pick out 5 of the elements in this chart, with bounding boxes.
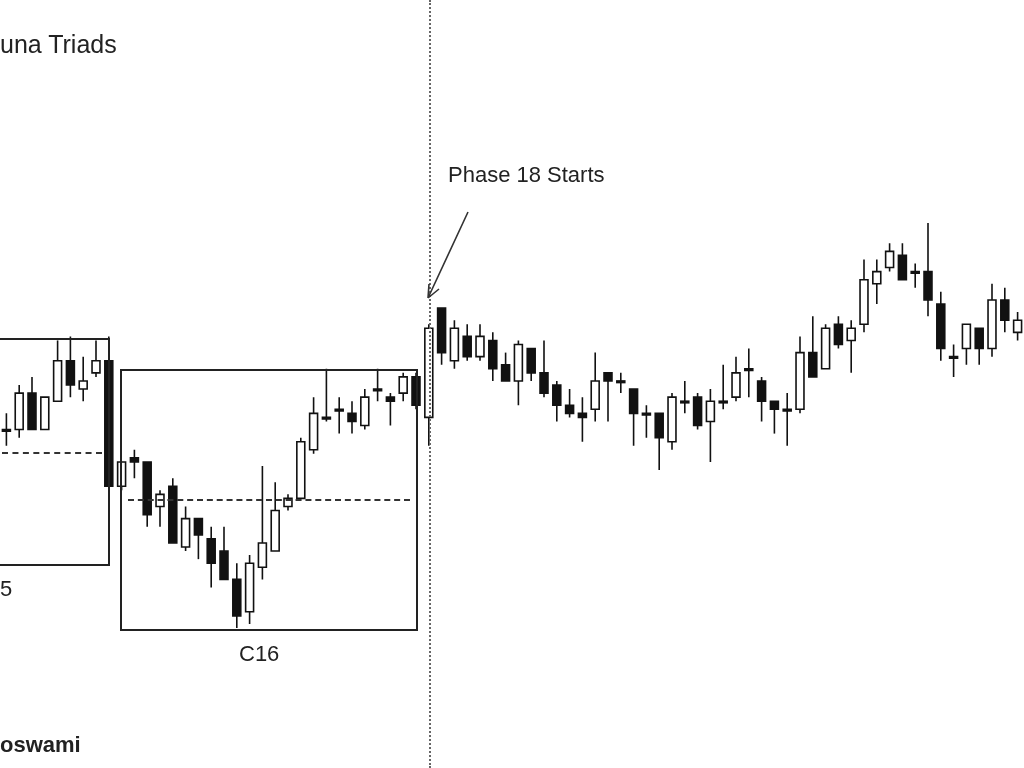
annotation: 5: [0, 576, 13, 601]
text: Phase 18 Starts: [448, 162, 605, 187]
text: oswami: [0, 732, 81, 757]
chart-title: una Triads: [0, 30, 117, 58]
text: C16: [239, 641, 280, 666]
